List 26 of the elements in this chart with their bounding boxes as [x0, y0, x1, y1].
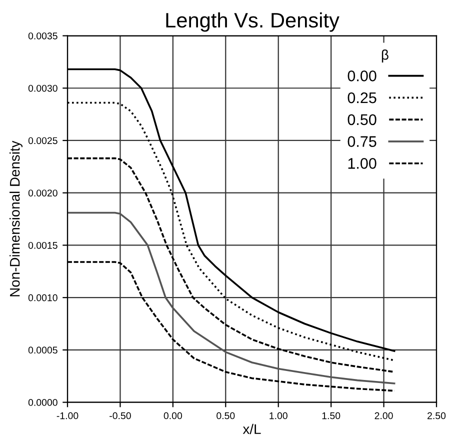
x-tick-label: 1.00: [270, 412, 288, 420]
legend-label: 0.25: [348, 92, 376, 104]
legend-title: β: [382, 50, 388, 62]
y-tick-label: 0.0035: [28, 32, 58, 40]
y-tick-label: 0.0020: [28, 190, 58, 196]
legend-label: 1.00: [348, 158, 376, 169]
y-tick-label: 0.0005: [28, 346, 58, 354]
x-tick-label: 0.50: [216, 412, 235, 420]
legend-label: 0.50: [348, 114, 376, 126]
x-tick-label: 1.50: [322, 412, 340, 420]
y-tick-label: 0.0015: [28, 242, 58, 249]
y-tick-label: 0.0000: [28, 399, 58, 406]
y-tick-label: 0.0010: [28, 294, 58, 302]
x-tick-label: 0.00: [164, 412, 182, 420]
legend-label: 0.00: [348, 70, 376, 82]
x-tick-label: 2.00: [374, 412, 393, 420]
x-tick-label: 2.50: [428, 412, 446, 420]
x-tick-label: -1.00: [56, 412, 78, 420]
y-tick-label: 0.0025: [28, 137, 58, 144]
legend-label: 0.75: [348, 136, 376, 147]
chart-title: Length Vs. Density: [166, 12, 340, 32]
x-tick-label: -0.50: [110, 412, 131, 420]
line-series: [68, 212, 396, 384]
y-axis-title: Non-Dimensional Density: [10, 140, 22, 296]
x-axis-title: x/L: [242, 424, 261, 434]
y-tick-label: 0.0030: [28, 84, 58, 92]
